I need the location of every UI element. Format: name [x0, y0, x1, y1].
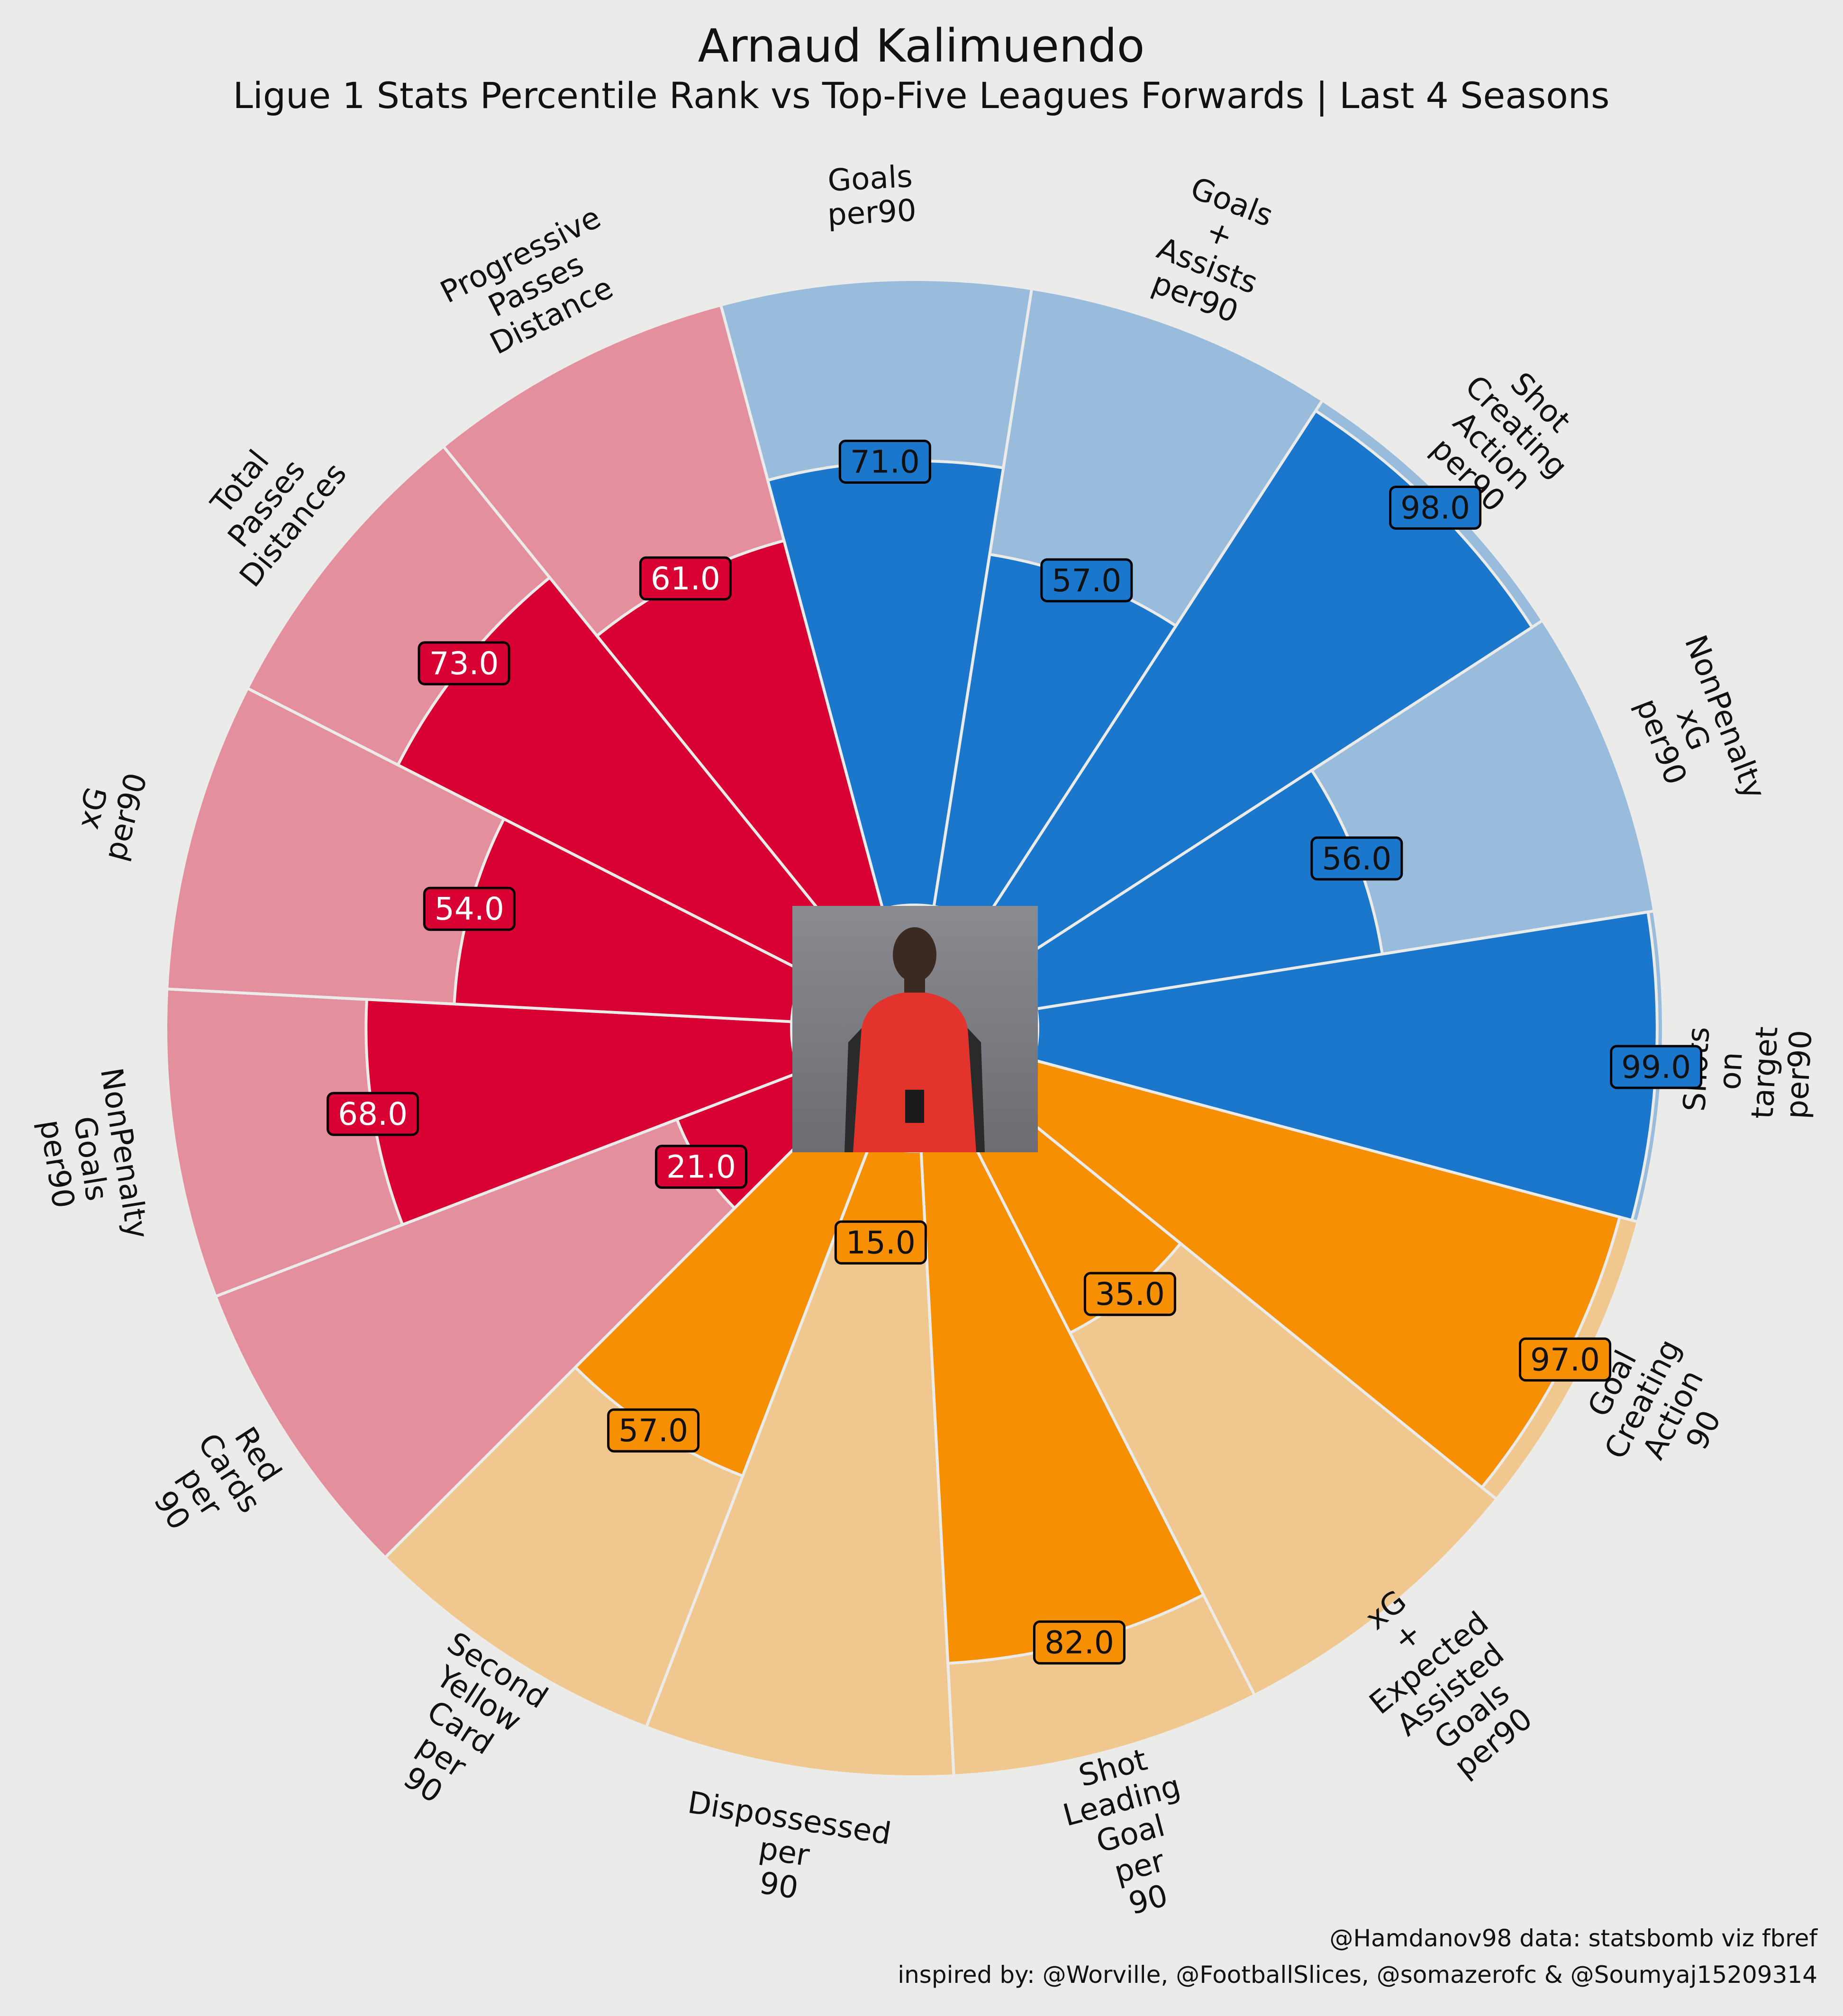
svg-text:15.0: 15.0	[846, 1224, 916, 1261]
svg-text:57.0: 57.0	[618, 1412, 688, 1449]
segment-label-goals-per90: Goalsper90	[825, 159, 917, 233]
value-wedge-goals-per90	[766, 459, 1005, 911]
value-label-red-cards-per-90: 21.0	[654, 1145, 747, 1189]
svg-text:97.0: 97.0	[1530, 1341, 1600, 1378]
svg-text:82.0: 82.0	[1044, 1625, 1114, 1661]
svg-text:35.0: 35.0	[1095, 1276, 1165, 1312]
credit-line-1: @Hamdanov98 data: statsbomb viz fbref	[1330, 1925, 1818, 1952]
svg-text:99.0: 99.0	[1621, 1049, 1691, 1085]
value-label-shots-on-target-per90: 99.0	[1610, 1045, 1703, 1089]
value-label-goals-per90: 71.0	[838, 439, 931, 484]
value-labels: 71.0 57.0 98.0 56.0 99.0 97.0 35.0 82.0 15.0 57.0…	[327, 439, 1703, 1665]
chart-title: Arnaud Kalimuendo	[698, 19, 1145, 72]
credit-line-2: inspired by: @Worville, @FootballSlices,…	[898, 1961, 1817, 1989]
value-label-xg-per90: 54.0	[423, 886, 516, 931]
segment-label-xg-per90: xGper90	[64, 760, 154, 864]
segment-label-red-cards-per-90: RedCardsper90	[134, 1409, 296, 1556]
segment-label-shots-on-target-per90: Shotsontargetper90	[1677, 1022, 1819, 1121]
player-photo	[792, 906, 1038, 1152]
value-label-dispossessed-per-90: 15.0	[834, 1220, 927, 1265]
svg-text:57.0: 57.0	[1052, 562, 1121, 599]
value-label-nonpenalty-goals-per90: 68.0	[327, 1092, 419, 1136]
value-label-goals-assists-per90: 57.0	[1040, 558, 1133, 603]
value-label-goal-creating-action-90: 97.0	[1519, 1337, 1612, 1382]
chart-subtitle: Ligue 1 Stats Percentile Rank vs Top-Fiv…	[233, 74, 1609, 117]
segment-label-nonpenalty-goals-per90: NonPenaltyGoalsper90	[26, 1066, 155, 1252]
svg-text:61.0: 61.0	[651, 561, 720, 597]
value-label-progressive-passes-distance: 61.0	[639, 556, 732, 601]
segment-label-dispossessed-per-90: Dispossessedper90	[675, 1785, 894, 1919]
value-label-shot-creating-action-per90: 98.0	[1389, 485, 1482, 530]
svg-text:54.0: 54.0	[435, 891, 504, 927]
svg-text:56.0: 56.0	[1322, 841, 1391, 877]
value-label-xg-expected-assisted-goals-per90: 35.0	[1083, 1272, 1176, 1316]
svg-text:21.0: 21.0	[666, 1149, 736, 1185]
svg-text:71.0: 71.0	[850, 443, 920, 480]
svg-text:68.0: 68.0	[338, 1096, 408, 1132]
segment-label-goal-creating-action-90: GoalCreatingAction90	[1568, 1318, 1749, 1495]
segment-label-shot-leading-goal-per-90: ShotLeadingGoalper90	[1051, 1736, 1211, 1932]
segment-label-nonpenalty-xg-per90: NonPenaltyxGper90	[1614, 631, 1772, 829]
value-label-shot-leading-goal-per-90: 82.0	[1033, 1620, 1126, 1665]
svg-text:98.0: 98.0	[1400, 489, 1470, 526]
value-label-nonpenalty-xg-per90: 56.0	[1310, 836, 1403, 881]
value-label-total-passes-distances: 73.0	[418, 641, 510, 686]
svg-text:73.0: 73.0	[429, 645, 499, 682]
value-label-second-yellow-card-per-90: 57.0	[607, 1408, 700, 1453]
segment-label-goals-assists-per90: Goals+Assistsper90	[1140, 167, 1287, 333]
